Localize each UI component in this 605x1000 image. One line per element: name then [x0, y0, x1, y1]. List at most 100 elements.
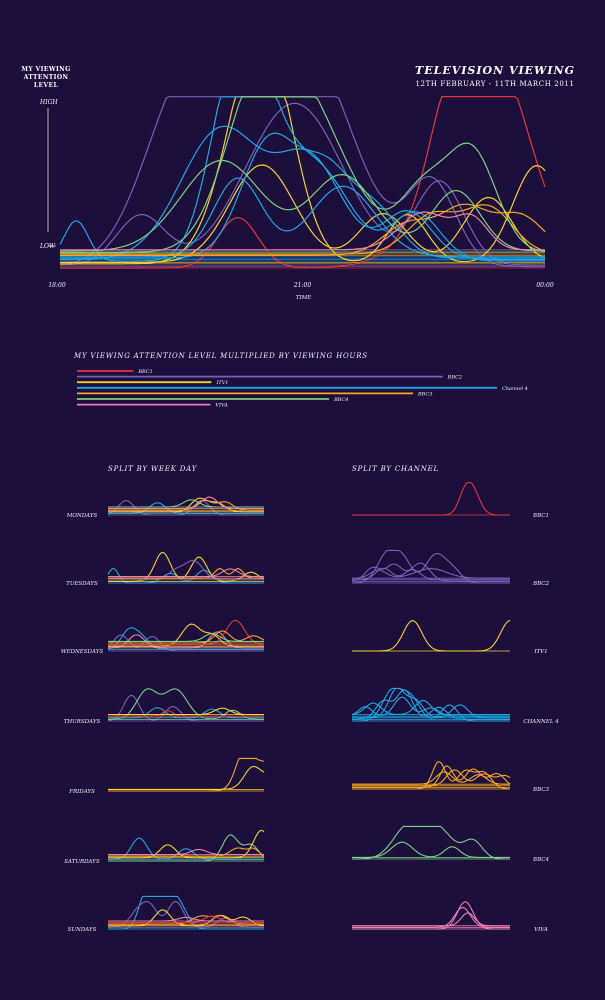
panel-label-wednesdays: WEDNESDAYS	[61, 649, 103, 655]
panel-bbc2: BBC2	[351, 549, 549, 587]
series-line-bbc4-12	[60, 159, 545, 252]
series-line-itv1-3	[60, 96, 546, 265]
panel-line-channel-4-0	[352, 687, 510, 722]
panel-line-tuesdays-4	[108, 568, 264, 578]
panel-fridays: FRIDAYS	[68, 757, 265, 795]
panel-line-bbc3-0	[352, 761, 510, 790]
series-line-bbc1-0	[60, 96, 546, 269]
page-title: TELEVISION VIEWING	[415, 64, 575, 77]
panel-line-thursdays-1	[108, 688, 264, 720]
panel-line-wednesdays-3	[108, 623, 264, 647]
panel-line-thursdays-3	[108, 710, 264, 717]
panel-line-wednesdays-1	[107, 627, 264, 650]
panel-line-saturdays-0	[108, 834, 265, 862]
x-axis-title: TIME	[296, 295, 312, 301]
bar-label-bbc4: BBC4	[333, 397, 348, 403]
y-axis-title: MY VIEWING ATTENTION LEVEL	[21, 66, 71, 89]
panel-label-thursdays: THURSDAYS	[64, 719, 101, 725]
panel-line-thursdays-2	[108, 707, 264, 719]
panel-line-bbc2-2	[352, 567, 510, 581]
series-line-channel-4-8	[60, 177, 545, 258]
panel-line-mondays-1	[108, 502, 264, 514]
panel-line-sundays-2	[108, 909, 265, 927]
panel-line-wednesdays-6	[108, 633, 264, 642]
panel-label-bbc4: BBC4	[532, 857, 549, 863]
panel-label-saturdays: SATURDAYS	[64, 859, 100, 865]
panel-line-viva-0	[352, 901, 510, 930]
series-line-channel-4-5	[59, 96, 545, 262]
panel-label-viva: VIVA	[534, 927, 548, 933]
series-line-bbc3-9	[60, 203, 546, 256]
panel-line-mondays-4	[108, 496, 264, 510]
panel-label-mondays: MONDAYS	[66, 513, 98, 519]
panel-line-tuesdays-3	[108, 568, 264, 579]
bar-label-channel-4: Channel 4	[502, 386, 528, 392]
bar-label-bbc3: BBC3	[417, 391, 432, 397]
totals-title: MY VIEWING ATTENTION LEVEL MULTIPLIED BY…	[74, 352, 368, 360]
y-tick-label-high: HIGH	[39, 99, 58, 106]
panel-line-fridays-0	[108, 757, 265, 792]
page-subtitle: 12TH FEBRUARY - 11TH MARCH 2011	[415, 80, 575, 88]
panel-line-saturdays-3	[108, 847, 265, 857]
bar-label-viva: VIVA	[215, 403, 228, 409]
panel-line-viva-1	[352, 907, 510, 928]
panel-line-mondays-5	[108, 499, 264, 508]
panel-label-fridays: FRIDAYS	[68, 789, 95, 795]
panel-line-tuesdays-0	[107, 568, 264, 584]
series-line-bbc2-2	[59, 102, 545, 266]
panel-line-bbc4-1	[352, 841, 510, 858]
panel-line-wednesdays-5	[108, 630, 265, 644]
panel-thursdays: THURSDAYS	[64, 688, 264, 725]
y-tick-label-low: LOW	[39, 243, 56, 250]
channel-section-title: SPLIT BY CHANNEL	[352, 465, 440, 473]
panel-line-thursdays-4	[108, 707, 264, 716]
panel-viva: VIVA	[352, 901, 548, 933]
panel-label-bbc3: BBC3	[532, 787, 549, 793]
panel-saturdays: SATURDAYS	[64, 829, 265, 865]
x-tick-label-0: 18:00	[48, 282, 65, 289]
bar-label-bbc2: BBC2	[447, 375, 462, 381]
panel-line-bbc2-1	[351, 562, 510, 582]
panel-label-bbc2: BBC2	[532, 581, 549, 587]
panel-sundays: SUNDAYS	[68, 895, 265, 933]
panel-line-sundays-4	[108, 915, 264, 924]
panel-line-bbc2-0	[352, 549, 510, 584]
bar-label-itv1: ITV1	[215, 380, 228, 386]
panel-line-saturdays-4	[108, 848, 264, 856]
panel-line-wednesdays-4	[108, 619, 264, 646]
panel-wednesdays: WEDNESDAYS	[61, 619, 265, 655]
panel-label-channel-4: CHANNEL 4	[523, 719, 559, 725]
panel-bbc3: BBC3	[352, 761, 549, 793]
panel-channel-4: CHANNEL 4	[351, 687, 559, 725]
panel-label-sundays: SUNDAYS	[68, 927, 97, 933]
series-line-viva-13	[60, 211, 545, 251]
panel-line-tuesdays-1	[108, 551, 265, 582]
series-line-itv1-4	[60, 164, 546, 263]
panel-line-itv1-0	[352, 620, 511, 652]
panel-mondays: MONDAYS	[66, 496, 264, 519]
panel-label-tuesdays: TUESDAYS	[66, 581, 98, 587]
panel-bbc1: BBC1	[352, 481, 549, 519]
panel-line-saturdays-1	[108, 837, 264, 860]
panel-line-viva-2	[352, 912, 510, 927]
x-tick-label-2: 00:00	[536, 282, 553, 289]
series-line-bbc4-11	[60, 96, 546, 254]
panel-line-wednesdays-2	[108, 631, 264, 649]
panel-line-bbc2-3	[352, 568, 510, 579]
panel-line-bbc4-0	[352, 825, 510, 860]
panel-label-itv1: ITV1	[533, 649, 547, 655]
panel-itv1: ITV1	[352, 620, 548, 655]
weekday-section-title: SPLIT BY WEEK DAY	[108, 465, 198, 473]
panel-line-sundays-1	[108, 900, 264, 928]
series-line-channel-4-7	[60, 132, 545, 259]
panel-line-tuesdays-2	[108, 559, 264, 581]
panel-tuesdays: TUESDAYS	[66, 551, 265, 587]
series-line-bbc3-10	[60, 204, 546, 255]
panel-label-bbc1: BBC1	[532, 513, 549, 519]
bar-label-bbc1: BBC1	[137, 369, 152, 375]
panel-line-channel-4-4	[351, 699, 510, 716]
panel-line-saturdays-2	[108, 829, 265, 859]
